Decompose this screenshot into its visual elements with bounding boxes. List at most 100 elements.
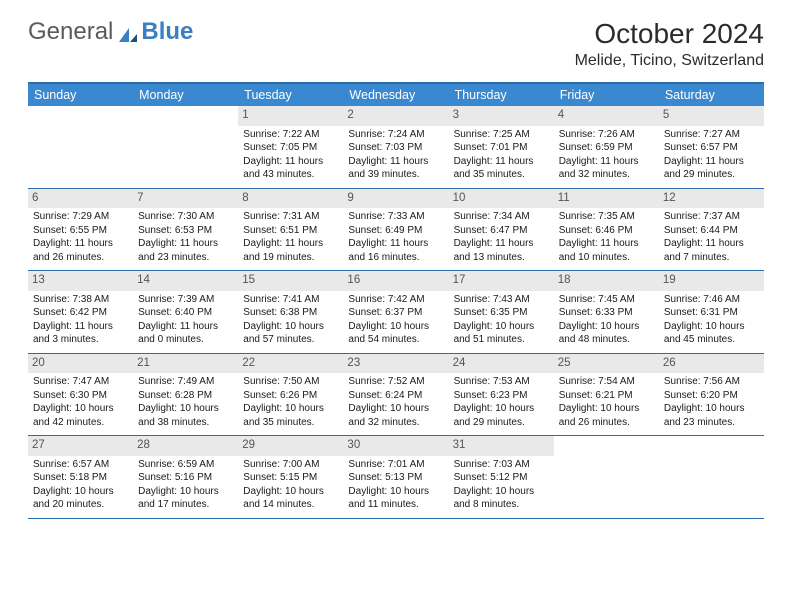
calendar-cell: 24Sunrise: 7:53 AMSunset: 6:23 PMDayligh… <box>449 354 554 436</box>
sunset-text: Sunset: 5:18 PM <box>33 471 128 485</box>
daylight-text: Daylight: 10 hours <box>454 402 549 416</box>
daylight-text: Daylight: 10 hours <box>138 485 233 499</box>
daylight-text: and 35 minutes. <box>454 168 549 182</box>
sunset-text: Sunset: 5:15 PM <box>243 471 338 485</box>
daylight-text: Daylight: 11 hours <box>664 237 759 251</box>
day-number: 14 <box>133 271 238 291</box>
sunset-text: Sunset: 6:44 PM <box>664 224 759 238</box>
day-number: 25 <box>554 354 659 374</box>
daylight-text: and 51 minutes. <box>454 333 549 347</box>
sunrise-text: Sunrise: 7:25 AM <box>454 128 549 142</box>
daylight-text: Daylight: 10 hours <box>33 402 128 416</box>
calendar-cell: 15Sunrise: 7:41 AMSunset: 6:38 PMDayligh… <box>238 271 343 353</box>
calendar-cell: 1Sunrise: 7:22 AMSunset: 7:05 PMDaylight… <box>238 106 343 188</box>
sunrise-text: Sunrise: 7:45 AM <box>559 293 654 307</box>
day-header: Sunday <box>28 84 133 106</box>
daylight-text: Daylight: 11 hours <box>454 237 549 251</box>
location: Melide, Ticino, Switzerland <box>575 52 764 70</box>
sunrise-text: Sunrise: 7:52 AM <box>348 375 443 389</box>
sunrise-text: Sunrise: 7:31 AM <box>243 210 338 224</box>
calendar-cell: 3Sunrise: 7:25 AMSunset: 7:01 PMDaylight… <box>449 106 554 188</box>
daylight-text: Daylight: 10 hours <box>559 402 654 416</box>
calendar-cell: 12Sunrise: 7:37 AMSunset: 6:44 PMDayligh… <box>659 189 764 271</box>
daylight-text: Daylight: 10 hours <box>454 320 549 334</box>
sunrise-text: Sunrise: 7:46 AM <box>664 293 759 307</box>
logo: General Blue <box>28 18 193 46</box>
calendar-cell: 8Sunrise: 7:31 AMSunset: 6:51 PMDaylight… <box>238 189 343 271</box>
day-number: 15 <box>238 271 343 291</box>
daylight-text: Daylight: 10 hours <box>559 320 654 334</box>
daylight-text: and 11 minutes. <box>348 498 443 512</box>
day-number: 19 <box>659 271 764 291</box>
sunrise-text: Sunrise: 7:47 AM <box>33 375 128 389</box>
week-row: 27Sunrise: 6:57 AMSunset: 5:18 PMDayligh… <box>28 436 764 519</box>
day-header: Friday <box>554 84 659 106</box>
daylight-text: and 10 minutes. <box>559 251 654 265</box>
sunrise-text: Sunrise: 7:33 AM <box>348 210 443 224</box>
daylight-text: and 39 minutes. <box>348 168 443 182</box>
sunset-text: Sunset: 6:28 PM <box>138 389 233 403</box>
sunset-text: Sunset: 6:40 PM <box>138 306 233 320</box>
sunrise-text: Sunrise: 6:59 AM <box>138 458 233 472</box>
sunrise-text: Sunrise: 7:34 AM <box>454 210 549 224</box>
sunrise-text: Sunrise: 7:49 AM <box>138 375 233 389</box>
daylight-text: Daylight: 10 hours <box>348 402 443 416</box>
sunset-text: Sunset: 5:12 PM <box>454 471 549 485</box>
calendar-cell: 27Sunrise: 6:57 AMSunset: 5:18 PMDayligh… <box>28 436 133 518</box>
calendar-cell: 5Sunrise: 7:27 AMSunset: 6:57 PMDaylight… <box>659 106 764 188</box>
sunset-text: Sunset: 6:26 PM <box>243 389 338 403</box>
day-number: 22 <box>238 354 343 374</box>
calendar-cell: 10Sunrise: 7:34 AMSunset: 6:47 PMDayligh… <box>449 189 554 271</box>
daylight-text: and 3 minutes. <box>33 333 128 347</box>
daylight-text: and 48 minutes. <box>559 333 654 347</box>
calendar-cell: 7Sunrise: 7:30 AMSunset: 6:53 PMDaylight… <box>133 189 238 271</box>
day-number: 28 <box>133 436 238 456</box>
calendar-cell: 19Sunrise: 7:46 AMSunset: 6:31 PMDayligh… <box>659 271 764 353</box>
calendar-cell: 17Sunrise: 7:43 AMSunset: 6:35 PMDayligh… <box>449 271 554 353</box>
daylight-text: and 29 minutes. <box>664 168 759 182</box>
daylight-text: Daylight: 11 hours <box>559 155 654 169</box>
sunset-text: Sunset: 6:53 PM <box>138 224 233 238</box>
logo-word1: General <box>28 18 113 46</box>
sunset-text: Sunset: 6:46 PM <box>559 224 654 238</box>
day-number: 27 <box>28 436 133 456</box>
daylight-text: Daylight: 10 hours <box>243 485 338 499</box>
day-number: 8 <box>238 189 343 209</box>
sunrise-text: Sunrise: 7:37 AM <box>664 210 759 224</box>
calendar-cell: 30Sunrise: 7:01 AMSunset: 5:13 PMDayligh… <box>343 436 448 518</box>
daylight-text: and 54 minutes. <box>348 333 443 347</box>
sunrise-text: Sunrise: 7:22 AM <box>243 128 338 142</box>
calendar-cell <box>554 436 659 518</box>
calendar-cell: 18Sunrise: 7:45 AMSunset: 6:33 PMDayligh… <box>554 271 659 353</box>
week-row: 6Sunrise: 7:29 AMSunset: 6:55 PMDaylight… <box>28 189 764 272</box>
sunset-text: Sunset: 6:47 PM <box>454 224 549 238</box>
sunset-text: Sunset: 6:57 PM <box>664 141 759 155</box>
daylight-text: and 43 minutes. <box>243 168 338 182</box>
sunrise-text: Sunrise: 7:42 AM <box>348 293 443 307</box>
calendar-cell <box>28 106 133 188</box>
sunrise-text: Sunrise: 7:50 AM <box>243 375 338 389</box>
calendar-cell: 16Sunrise: 7:42 AMSunset: 6:37 PMDayligh… <box>343 271 448 353</box>
sunset-text: Sunset: 6:21 PM <box>559 389 654 403</box>
sunset-text: Sunset: 6:23 PM <box>454 389 549 403</box>
sunset-text: Sunset: 7:05 PM <box>243 141 338 155</box>
daylight-text: Daylight: 10 hours <box>664 402 759 416</box>
daylight-text: and 0 minutes. <box>138 333 233 347</box>
calendar: SundayMondayTuesdayWednesdayThursdayFrid… <box>28 82 764 519</box>
day-number: 23 <box>343 354 448 374</box>
day-number: 21 <box>133 354 238 374</box>
day-number: 18 <box>554 271 659 291</box>
day-number: 2 <box>343 106 448 126</box>
day-number: 13 <box>28 271 133 291</box>
calendar-cell: 31Sunrise: 7:03 AMSunset: 5:12 PMDayligh… <box>449 436 554 518</box>
day-number: 9 <box>343 189 448 209</box>
sunrise-text: Sunrise: 7:01 AM <box>348 458 443 472</box>
header: General Blue October 2024 Melide, Ticino… <box>28 18 764 70</box>
calendar-cell <box>659 436 764 518</box>
calendar-cell: 9Sunrise: 7:33 AMSunset: 6:49 PMDaylight… <box>343 189 448 271</box>
calendar-cell: 29Sunrise: 7:00 AMSunset: 5:15 PMDayligh… <box>238 436 343 518</box>
sunset-text: Sunset: 6:24 PM <box>348 389 443 403</box>
calendar-cell: 25Sunrise: 7:54 AMSunset: 6:21 PMDayligh… <box>554 354 659 436</box>
page-title: October 2024 <box>575 18 764 50</box>
day-header: Thursday <box>449 84 554 106</box>
